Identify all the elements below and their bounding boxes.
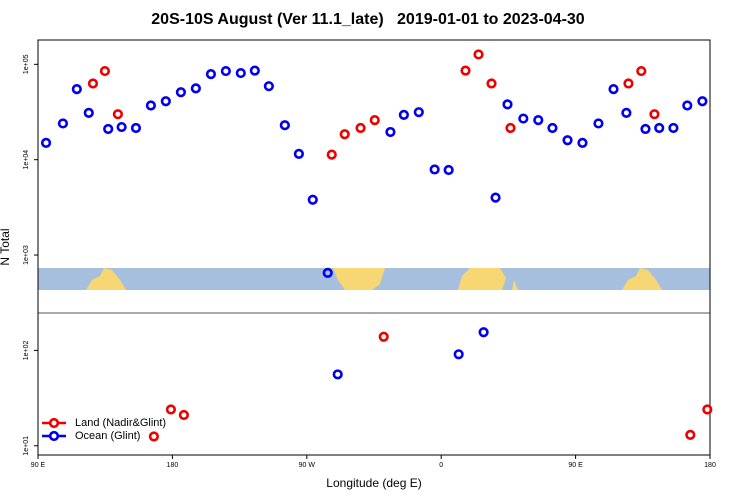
point xyxy=(682,100,693,111)
point xyxy=(103,123,114,135)
x-tick-label: 180 xyxy=(167,462,179,469)
point xyxy=(165,404,177,415)
x-tick-label: 90 W xyxy=(299,462,316,469)
point xyxy=(621,107,632,118)
point xyxy=(697,96,708,107)
point xyxy=(443,164,454,176)
point xyxy=(175,87,187,98)
legend-label: Land (Nadir&Glint) xyxy=(75,417,166,429)
point xyxy=(220,65,231,77)
point xyxy=(608,83,619,95)
point xyxy=(249,65,260,76)
point xyxy=(263,81,274,92)
point xyxy=(190,83,201,94)
point xyxy=(478,327,489,338)
point xyxy=(322,267,333,278)
point xyxy=(398,109,409,120)
point xyxy=(116,121,127,133)
y-tick-label: 1e+04 xyxy=(23,150,30,170)
point xyxy=(40,137,52,149)
point xyxy=(57,118,69,129)
point xyxy=(369,115,380,126)
point xyxy=(518,113,529,124)
point xyxy=(145,100,156,111)
point xyxy=(547,122,558,134)
point xyxy=(623,78,634,89)
point xyxy=(668,122,679,134)
point xyxy=(453,349,464,360)
x-tick-label: 0 xyxy=(439,462,443,469)
point xyxy=(293,148,304,160)
x-axis-title: Longitude (deg E) xyxy=(326,476,421,490)
x-tick-label: 90 E xyxy=(31,462,46,469)
point xyxy=(385,126,396,138)
point xyxy=(205,69,217,80)
point xyxy=(685,429,696,440)
y-tick-label: 1e+03 xyxy=(23,245,30,265)
point xyxy=(355,122,366,134)
point xyxy=(178,409,189,421)
point xyxy=(326,149,337,160)
point xyxy=(429,164,440,175)
point xyxy=(460,65,471,76)
point xyxy=(636,65,647,77)
point xyxy=(490,192,501,203)
point xyxy=(332,369,343,380)
point xyxy=(505,122,516,134)
y-axis-title: N Total xyxy=(0,228,12,265)
legend-marker xyxy=(48,417,60,429)
point xyxy=(593,118,604,129)
point xyxy=(279,120,290,131)
point xyxy=(649,109,660,120)
point xyxy=(160,96,171,107)
point xyxy=(99,65,111,77)
point xyxy=(640,123,651,135)
point xyxy=(307,194,318,205)
y-tick-label: 1e+01 xyxy=(23,436,30,456)
point xyxy=(378,331,389,342)
point xyxy=(702,404,713,415)
point xyxy=(112,109,123,120)
chart-title: 20S-10S August (Ver 11.1_late) 2019-01-0… xyxy=(151,11,585,28)
point xyxy=(654,122,665,134)
point xyxy=(473,49,484,60)
point xyxy=(87,78,99,89)
map-strip xyxy=(38,268,710,290)
point xyxy=(148,431,159,442)
y-tick-label: 1e+02 xyxy=(23,340,30,360)
point xyxy=(235,67,246,79)
point xyxy=(339,129,350,140)
point xyxy=(533,115,544,126)
x-tick-label: 180 xyxy=(704,462,716,469)
point xyxy=(562,135,573,146)
plot-frame xyxy=(37,39,711,456)
point xyxy=(130,122,142,134)
x-tick-label: 90 E xyxy=(568,462,583,469)
y-tick-label: 1e+05 xyxy=(23,54,30,74)
legend-marker xyxy=(48,430,60,442)
point xyxy=(502,99,513,110)
legend-label: Ocean (Glint) xyxy=(75,430,140,442)
point xyxy=(71,83,82,95)
point xyxy=(577,137,588,149)
point xyxy=(486,78,497,89)
point xyxy=(413,107,424,118)
point xyxy=(83,107,94,118)
